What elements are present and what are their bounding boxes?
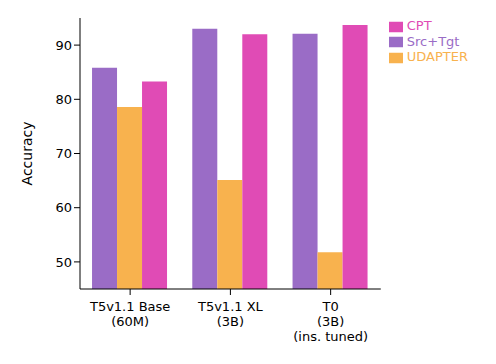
- html-text:UDAPTER: UDAPTER: [406, 49, 468, 64]
- html-text:Src+Tgt: Src+Tgt: [406, 33, 460, 49]
- svg-text:60: 60: [55, 200, 72, 215]
- svg-text:50: 50: [55, 255, 72, 270]
- html-text:CPT: CPT: [406, 18, 432, 33]
- svg-text:T5v1.1 XL(3B): T5v1.1 XL(3B): [197, 299, 264, 329]
- svg-text:T0(3B)(ins. tuned): T0(3B)(ins. tuned): [293, 299, 368, 344]
- svg-text:70: 70: [55, 146, 72, 161]
- svg-text:90: 90: [55, 38, 72, 53]
- svg-text:T5v1.1 Base(60M): T5v1.1 Base(60M): [89, 299, 170, 329]
- svg-text:80: 80: [55, 92, 72, 107]
- svg-text:Accuracy: Accuracy: [19, 122, 35, 186]
